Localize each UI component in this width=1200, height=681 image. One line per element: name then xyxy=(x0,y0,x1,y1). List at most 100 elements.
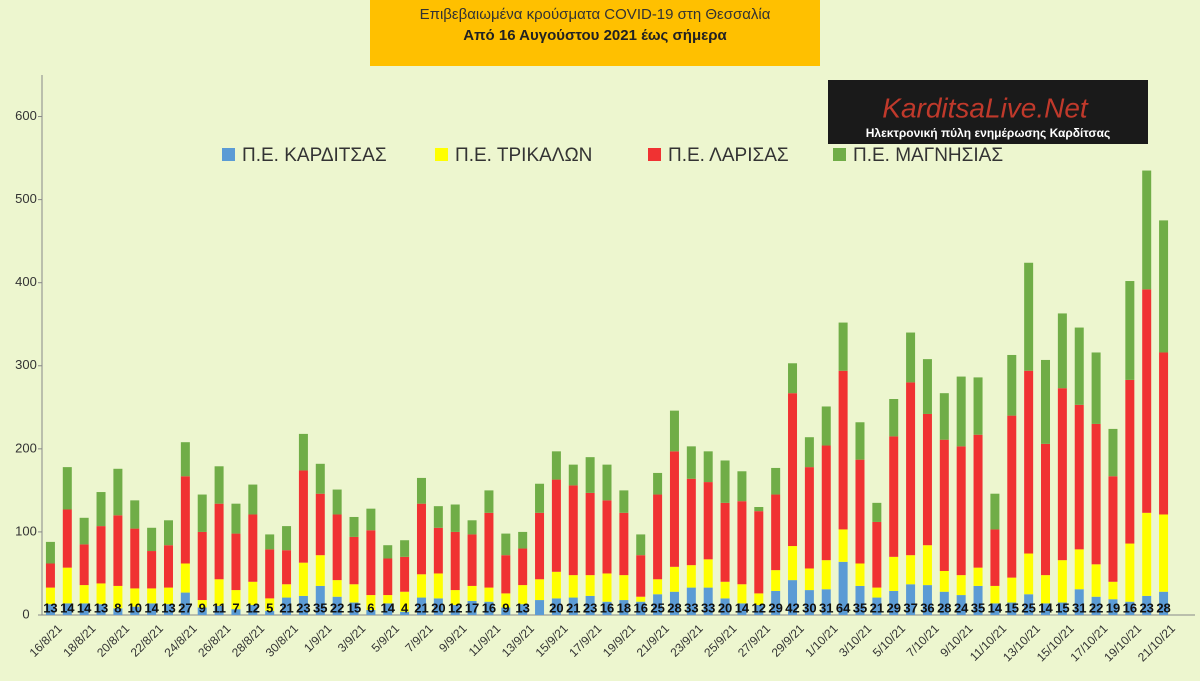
bar-segment xyxy=(720,581,730,599)
bar-segment xyxy=(703,559,713,588)
bar-segment xyxy=(163,587,173,605)
data-label: 7 xyxy=(232,600,239,615)
bar-segment xyxy=(1074,549,1084,590)
bar-segment xyxy=(990,603,1000,615)
bar-segment xyxy=(1125,281,1135,380)
data-label: 25 xyxy=(650,600,664,615)
bar-segment xyxy=(1091,564,1101,597)
bar-segment xyxy=(248,514,258,582)
bar-segment xyxy=(1159,352,1169,515)
data-label: 6 xyxy=(367,600,374,615)
bar-segment xyxy=(686,565,696,588)
data-label: 21 xyxy=(279,600,293,615)
bar-segment xyxy=(889,399,899,437)
data-label: 9 xyxy=(502,600,509,615)
bar-segment xyxy=(939,439,949,571)
y-tick-label: 200 xyxy=(15,440,37,455)
bar-segment xyxy=(585,575,595,596)
bar-segment xyxy=(62,467,72,510)
bar-segment xyxy=(45,587,55,605)
bar-segment xyxy=(602,464,612,501)
data-label: 12 xyxy=(448,600,462,615)
bar-segment xyxy=(231,533,241,591)
bar-segment xyxy=(872,521,882,588)
data-label: 23 xyxy=(296,600,310,615)
bar-segment xyxy=(366,508,376,531)
bar-segment xyxy=(1159,220,1169,353)
bar-segment xyxy=(636,596,646,602)
bar-segment xyxy=(568,464,578,486)
bar-segment xyxy=(62,603,72,615)
bar-segment xyxy=(754,593,764,606)
bar-segment xyxy=(79,603,89,615)
bar-segment xyxy=(518,531,528,549)
bar-segment xyxy=(484,601,494,615)
bar-segment xyxy=(855,422,865,460)
data-label: 15 xyxy=(347,600,361,615)
bar-segment xyxy=(467,520,477,535)
logo-subtitle: Ηλεκτρονική πύλη ενημέρωσης Καρδίτσας xyxy=(866,126,1111,140)
bar-segment xyxy=(1125,601,1135,615)
bar-segment xyxy=(315,493,325,556)
data-label: 33 xyxy=(684,600,698,615)
data-label: 13 xyxy=(515,600,529,615)
bar-segment xyxy=(551,571,561,599)
bar-segment xyxy=(383,558,393,596)
bar-segment xyxy=(484,512,494,588)
data-label: 22 xyxy=(1089,600,1103,615)
bar-segment xyxy=(855,459,865,564)
legend-label: Π.Ε. ΛΑΡΙΣΑΣ xyxy=(668,145,789,166)
bar-segment xyxy=(889,556,899,591)
bar-segment xyxy=(737,603,747,615)
bar-segment xyxy=(889,436,899,557)
bar-segment xyxy=(1074,404,1084,550)
bar-segment xyxy=(400,611,410,615)
y-tick-label: 600 xyxy=(15,108,37,123)
bar-segment xyxy=(96,526,106,584)
bar-segment xyxy=(771,494,781,571)
bar-segment xyxy=(821,589,831,615)
bar-segment xyxy=(130,588,140,607)
bar-segment xyxy=(619,600,629,615)
bar-segment xyxy=(180,563,190,593)
bar-segment xyxy=(804,590,814,615)
bar-segment xyxy=(298,470,308,563)
bar-segment xyxy=(754,511,764,594)
bar-segment xyxy=(113,468,123,516)
bar-segment xyxy=(265,610,275,615)
bar-segment xyxy=(366,595,376,611)
bar-segment xyxy=(1041,443,1051,576)
legend-swatch xyxy=(648,148,661,161)
bar-segment xyxy=(669,591,679,615)
bar-segment xyxy=(669,451,679,567)
data-label: 20 xyxy=(718,600,732,615)
bar-segment xyxy=(349,516,359,537)
bar-segment xyxy=(433,527,443,574)
bar-segment xyxy=(214,503,224,580)
bar-segment xyxy=(450,531,460,591)
bar-segment xyxy=(754,507,764,512)
bar-segment xyxy=(669,410,679,452)
data-label: 14 xyxy=(77,600,92,615)
data-label: 15 xyxy=(1055,600,1069,615)
bar-segment xyxy=(501,593,511,608)
bar-segment xyxy=(147,603,157,615)
bar-segment xyxy=(163,604,173,615)
bar-segment xyxy=(990,529,1000,586)
data-label: 20 xyxy=(549,600,563,615)
bar-segment xyxy=(1142,512,1152,596)
bar-segment xyxy=(720,598,730,615)
data-label: 28 xyxy=(667,600,681,615)
bar-segment xyxy=(96,492,106,527)
bar-segment xyxy=(79,517,89,545)
bar-segment xyxy=(703,587,713,615)
bar-segment xyxy=(1057,602,1067,615)
bar-segment xyxy=(821,406,831,446)
bar-segment xyxy=(467,600,477,615)
bar-segment xyxy=(298,433,308,471)
data-label: 17 xyxy=(465,600,479,615)
bar-segment xyxy=(973,434,983,568)
bar-segment xyxy=(265,598,275,611)
bar-segment xyxy=(1024,594,1034,615)
